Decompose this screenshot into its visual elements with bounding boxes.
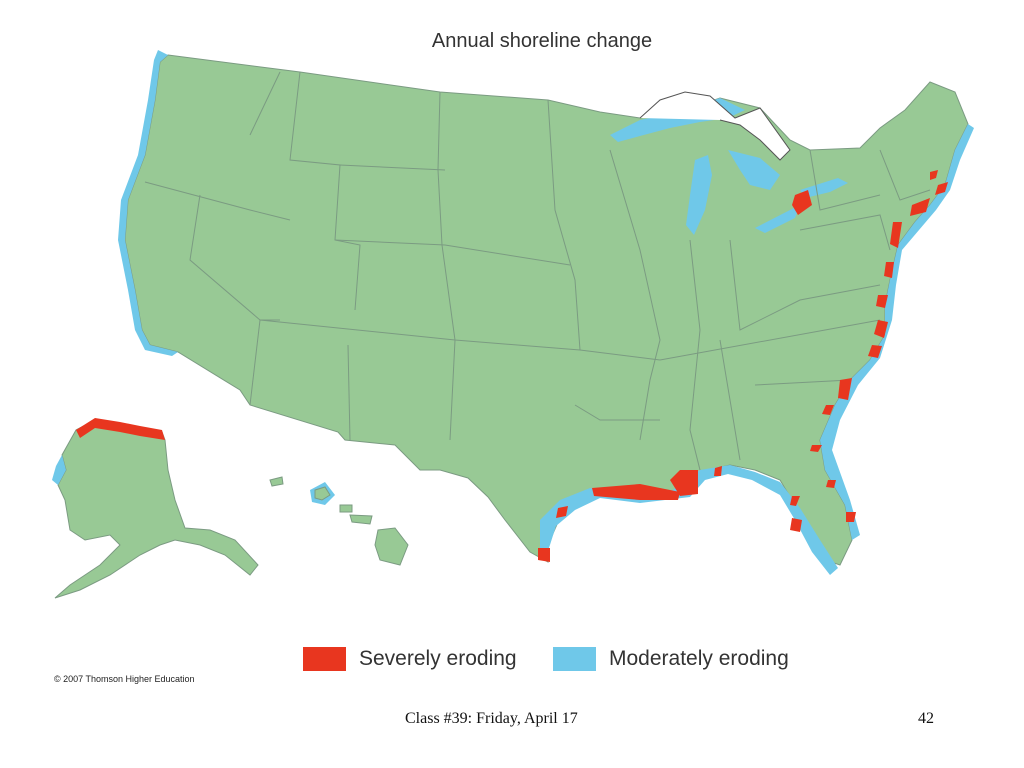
state-boundaries [144, 71, 931, 471]
legend-label-moderate: Moderately eroding [609, 647, 789, 670]
severe-segment [910, 198, 930, 216]
hawaii-islands [269, 476, 409, 566]
lake-michigan [686, 155, 712, 235]
severe-segment [826, 480, 836, 488]
severe-segment [930, 170, 938, 180]
us-shoreline-map [52, 50, 974, 599]
severe-segment [876, 295, 888, 308]
severe-segment [884, 262, 894, 278]
hawaii-island [269, 476, 284, 487]
hawaii-island [314, 486, 331, 501]
map-title: Annual shoreline change [431, 30, 653, 52]
alaska-landmass [54, 419, 259, 599]
severe-segment [838, 378, 852, 400]
legend-item-moderate: Moderately eroding [553, 647, 789, 671]
severe-segment [822, 405, 834, 415]
severe-segment [935, 182, 948, 195]
legend-label-severe: Severely eroding [359, 647, 517, 670]
alaska-moderate-band [52, 455, 66, 485]
hawaii-island [339, 504, 353, 513]
lake-huron [728, 150, 780, 190]
severe-segment [792, 190, 812, 215]
footer-class-text: Class #39: Friday, April 17 [405, 710, 578, 727]
severe-segment [846, 512, 856, 522]
severe-segment [810, 445, 822, 452]
legend-swatch-moderate [553, 647, 596, 671]
severe-erosion-segments [538, 170, 948, 562]
legend-item-severe: Severely eroding [303, 647, 517, 671]
severe-segment [670, 470, 698, 496]
legend-swatch-severe [303, 647, 346, 671]
pacific-coast-moderate-band [118, 50, 178, 356]
alaska-severe-band [76, 418, 165, 440]
severe-segment [538, 548, 550, 562]
hawaii-island [349, 514, 373, 525]
severe-segment [874, 320, 888, 338]
page-number: 42 [918, 710, 934, 727]
severe-segment [592, 484, 680, 500]
severe-segment [790, 496, 800, 506]
severe-segment [890, 222, 902, 248]
severe-segment [790, 518, 802, 532]
lake-ontario [800, 178, 848, 198]
severe-segment [714, 466, 722, 476]
lake-erie [755, 205, 800, 233]
copyright-notice: © 2007 Thomson Higher Education [54, 674, 195, 684]
hawaii-island [374, 527, 409, 566]
canada-land-outline [639, 91, 791, 161]
severe-segment [868, 345, 882, 358]
severe-segment [556, 506, 568, 518]
